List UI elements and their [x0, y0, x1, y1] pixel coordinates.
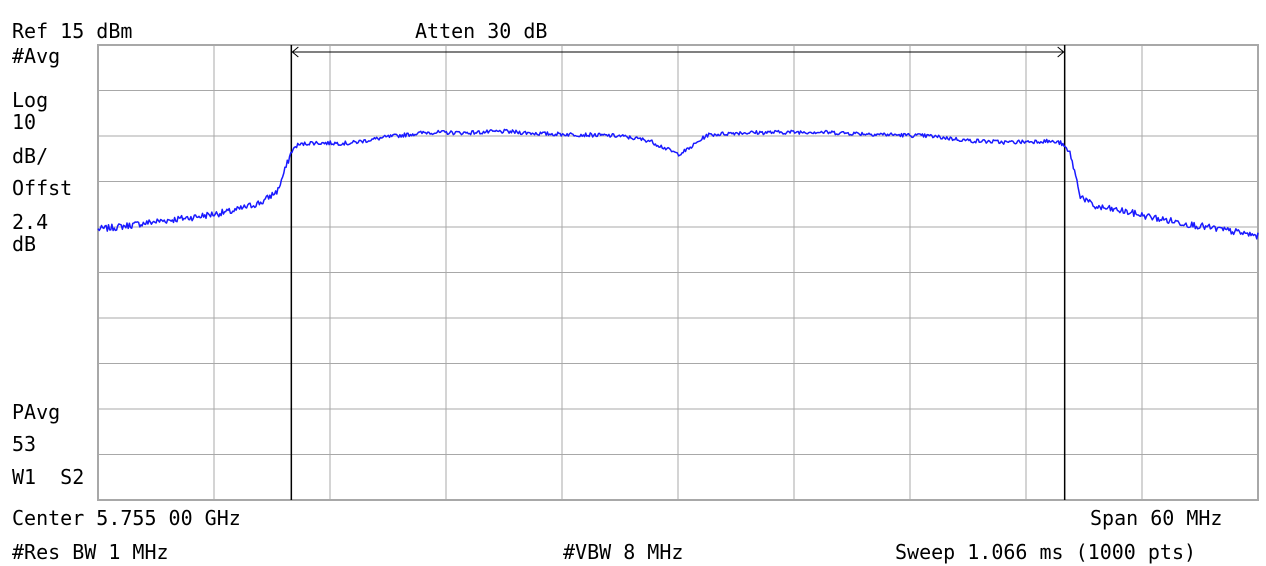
sweep-label: Sweep 1.066 ms (1000 pts)	[895, 540, 1197, 564]
trace-info-label: W1 S2	[12, 465, 85, 489]
pavg-count-label: 53	[12, 432, 37, 456]
offset-unit-label: dB	[12, 232, 37, 256]
spectrum-trace	[97, 128, 1259, 240]
ref-level-label: Ref 15 dBm	[12, 19, 133, 43]
log-scale-label: Log	[12, 88, 49, 112]
offset-value-label: 2.4	[12, 210, 49, 234]
center-frequency-label: Center 5.755 00 GHz	[12, 506, 241, 530]
offset-label: Offst	[12, 176, 73, 200]
avg-label: #Avg	[12, 44, 61, 68]
vbw-label: #VBW 8 MHz	[563, 540, 684, 564]
res-bw-label: #Res BW 1 MHz	[12, 540, 169, 564]
scale-unit-label: dB/	[12, 144, 49, 168]
span-label: Span 60 MHz	[1090, 506, 1223, 530]
attenuation-label: Atten 30 dB	[415, 19, 548, 43]
pavg-label: PAvg	[12, 400, 61, 424]
arrow-left-icon	[291, 46, 299, 58]
scale-value-label: 10	[12, 110, 37, 134]
arrow-right-icon	[1057, 46, 1065, 58]
